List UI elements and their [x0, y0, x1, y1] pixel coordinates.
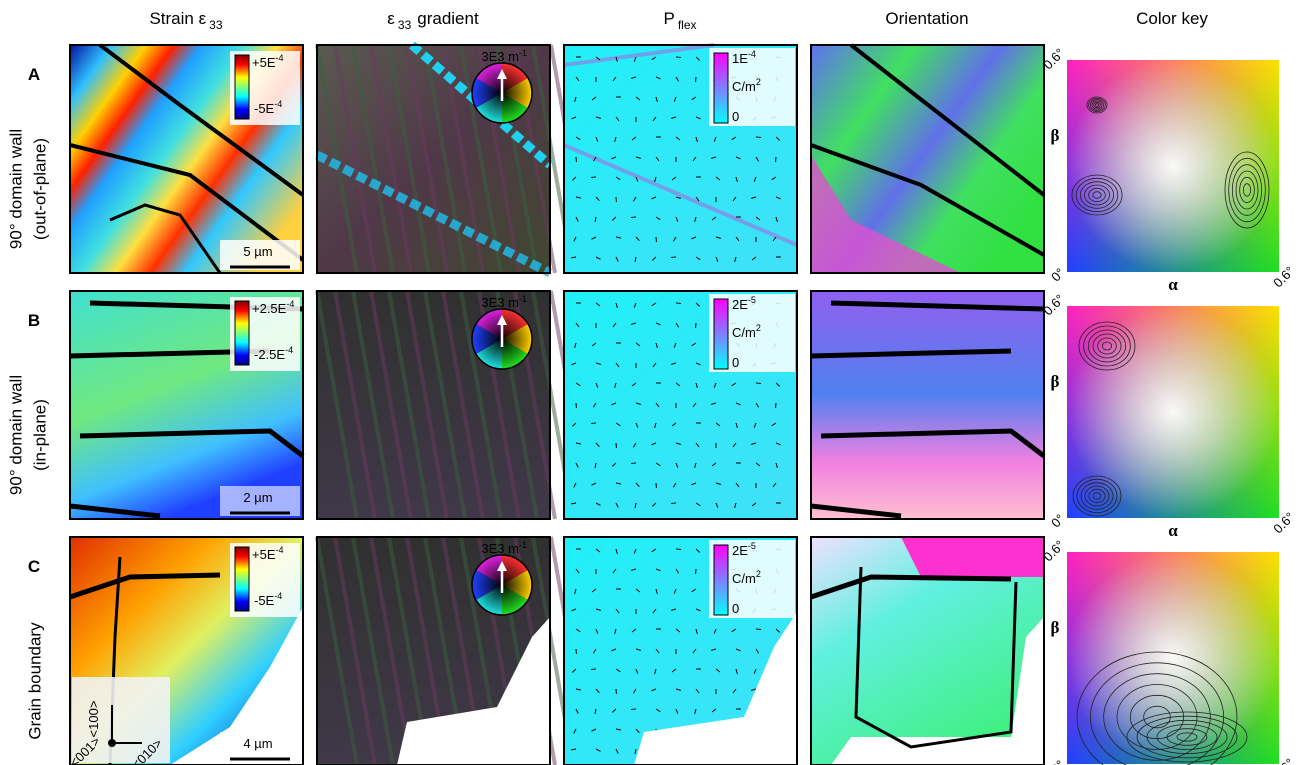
- colorbar-unit-base: C/m: [732, 571, 756, 586]
- gradient-scale-exp: -1: [519, 294, 527, 304]
- column-header: Pflex: [663, 9, 696, 32]
- gradient-scale-exp: -1: [519, 48, 527, 58]
- colorbar-max-base: +2.5E: [252, 301, 287, 316]
- gradient-scale-exp: -1: [519, 540, 527, 550]
- colorbar-min: 0: [732, 109, 739, 124]
- header-label: Strain ε: [149, 9, 206, 28]
- key-x-label: α: [1168, 275, 1178, 294]
- colorbar-max-base: +5E: [252, 55, 276, 70]
- colorbar-max-exp: -5: [748, 295, 756, 305]
- colorbar-max-exp: -4: [276, 545, 284, 555]
- column-header: ε33 gradient: [387, 9, 479, 32]
- colorbar-unit-base: C/m: [732, 79, 756, 94]
- colorbar-max-base: 2E: [732, 543, 748, 558]
- header-label: P: [663, 9, 674, 28]
- key-tick-label: 0°: [1048, 757, 1067, 765]
- colorbar-unit-base: C/m: [732, 325, 756, 340]
- key-x-label: α: [1168, 521, 1178, 540]
- axis-label: <100>: [86, 701, 101, 738]
- row-label: 90° domain wall: [6, 129, 25, 249]
- colorbar-min-exp: -4: [274, 591, 282, 601]
- row-label: (in-plane): [30, 399, 49, 471]
- row-letter: C: [28, 557, 40, 576]
- colorbar-max-exp: -4: [276, 53, 284, 63]
- colorbar: [235, 55, 249, 119]
- key-tick-label: 0°: [1048, 265, 1067, 284]
- row-label: (out-of-plane): [30, 138, 49, 240]
- key-tick-label: 0°: [1048, 511, 1067, 530]
- key-y-label: β: [1051, 372, 1060, 391]
- gradient-scale-base: 3E3 m: [481, 49, 519, 64]
- colorbar-min-base: -2.5E: [254, 347, 285, 362]
- colorbar-max-exp: -5: [748, 541, 756, 551]
- gradient-scale-base: 3E3 m: [481, 541, 519, 556]
- header-label: Orientation: [885, 9, 968, 28]
- colorbar-max-base: +5E: [252, 547, 276, 562]
- colorbar-unit-exp: 2: [756, 569, 761, 579]
- key-white: [1067, 552, 1279, 764]
- colorbar-unit-exp: 2: [756, 323, 761, 333]
- scale-bar-label: 4 µm: [243, 736, 272, 751]
- scale-bar-label: 2 µm: [243, 490, 272, 505]
- header-label: ε: [387, 9, 395, 28]
- column-header: Color key: [1136, 9, 1208, 28]
- header-label-2: gradient: [417, 9, 479, 28]
- column-header: Strain ε33: [149, 9, 222, 32]
- header-label: Color key: [1136, 9, 1208, 28]
- colorbar-min: 0: [732, 601, 739, 616]
- colorbar-max-base: 1E: [732, 51, 748, 66]
- colorbar-max-exp: -4: [748, 49, 756, 59]
- orientation-region: [901, 537, 1044, 577]
- figure: Strain ε33ε33gradientPflexOrientationCol…: [0, 0, 1300, 765]
- gradient-scale-base: 3E3 m: [481, 295, 519, 310]
- column-header: Orientation: [885, 9, 968, 28]
- scale-bar-label: 5 µm: [243, 244, 272, 259]
- key-white: [1067, 60, 1279, 272]
- row-label: Grain boundary: [25, 622, 44, 740]
- colorbar: [235, 547, 249, 611]
- row-letter: B: [28, 311, 40, 330]
- colorbar-min-exp: -4: [274, 99, 282, 109]
- axis-origin: [108, 739, 116, 747]
- colorbar-min-base: -5E: [254, 101, 275, 116]
- colorbar-min-base: -5E: [254, 593, 275, 608]
- header-sub: flex: [678, 18, 697, 32]
- colorbar-max-base: 2E: [732, 297, 748, 312]
- key-y-label: β: [1051, 126, 1060, 145]
- colorbar: [235, 301, 249, 365]
- row-letter: A: [28, 65, 40, 84]
- key-y-label: β: [1051, 618, 1060, 637]
- colorbar-max-exp: -4: [286, 299, 294, 309]
- row-label: 90° domain wall: [6, 375, 25, 495]
- colorbar-unit-exp: 2: [756, 77, 761, 87]
- header-sub: 33: [209, 18, 223, 32]
- colorbar-min-exp: -4: [285, 345, 293, 355]
- colorbar: [714, 545, 728, 615]
- colorbar-min: 0: [732, 355, 739, 370]
- header-sub: 33: [398, 18, 412, 32]
- colorbar: [714, 299, 728, 369]
- colorbar: [714, 53, 728, 123]
- orientation-map: [811, 291, 1044, 519]
